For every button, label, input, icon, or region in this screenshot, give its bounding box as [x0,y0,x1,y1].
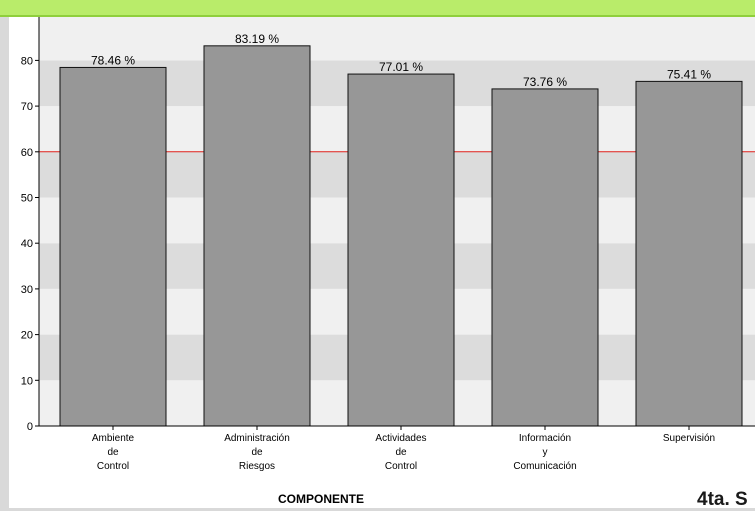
y-tick-label: 60 [21,147,33,159]
y-tick-label: 70 [21,101,33,113]
y-tick-label: 20 [21,330,33,342]
bar [204,46,310,426]
bar-value-label: 78.46 % [91,53,135,67]
x-tick-label: Ambiente [92,433,135,444]
x-axis-label: COMPONENTE [278,492,364,506]
bar-value-label: 75.41 % [667,67,711,81]
bar [348,74,454,426]
bar-chart: 78.46 % 83.19 % 77.01 % 73.76 % 75.41 % 0 10 2… [9,17,755,508]
bar [636,81,742,426]
y-tick-label: 10 [21,375,33,387]
grid-band [39,17,755,60]
x-tick-label: Control [385,461,417,472]
x-tick-label: Actividades [375,433,426,444]
bar [492,89,598,426]
y-tick-label: 30 [21,284,33,296]
bar-value-label: 83.19 % [235,32,279,46]
x-tick-label: Supervisión [663,433,715,444]
bar-value-label: 77.01 % [379,60,423,74]
bar [60,67,166,426]
y-tick-label: 80 [21,55,33,67]
bar-value-label: 73.76 % [523,75,567,89]
x-tick-label: de [395,447,407,458]
x-tick-label: de [251,447,263,458]
x-tick-label: Control [97,461,129,472]
x-tick-label: y [543,447,548,458]
chart-frame: 78.46 % 83.19 % 77.01 % 73.76 % 75.41 % 0 10 2… [9,17,755,508]
y-tick-label: 50 [21,193,33,205]
x-tick-label: Comunicación [513,461,576,472]
x-tick-label: Información [519,433,571,444]
x-tick-label: Riesgos [239,461,275,472]
x-tick-label: de [107,447,119,458]
x-tick-label: Administración [224,433,290,444]
top-banner [0,0,755,17]
y-tick-label: 40 [21,238,33,250]
y-tick-label: 0 [27,421,33,433]
